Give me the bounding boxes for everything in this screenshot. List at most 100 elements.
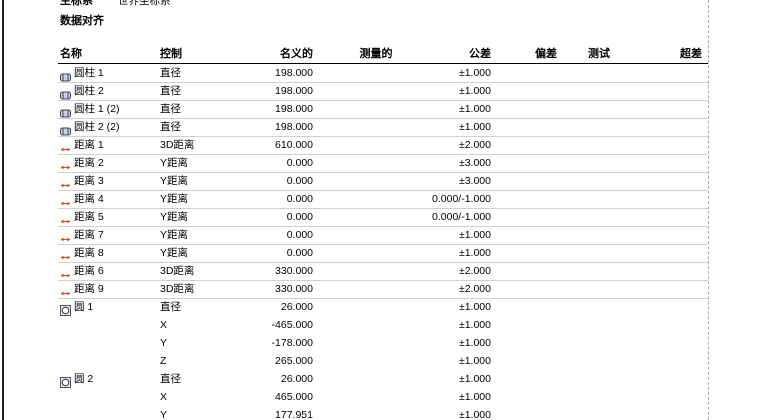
row-nominal: 198.000 bbox=[275, 67, 313, 79]
row-name: 距离 5 bbox=[74, 211, 104, 223]
row-tolerance: ±1.000 bbox=[458, 319, 491, 331]
row-icon bbox=[60, 303, 71, 316]
row-icon bbox=[60, 285, 71, 296]
row-separator bbox=[58, 154, 708, 155]
row-icon bbox=[60, 375, 71, 388]
row-control: Y距离 bbox=[160, 247, 189, 259]
row-control: 直径 bbox=[160, 85, 181, 97]
row-nominal: -465.000 bbox=[271, 319, 313, 331]
row-icon bbox=[60, 123, 71, 136]
row-control: Y距离 bbox=[160, 229, 189, 241]
row-name: 距离 4 bbox=[74, 193, 104, 205]
row-name: 距离 6 bbox=[74, 265, 104, 277]
row-control: 直径 bbox=[160, 301, 181, 313]
row-nominal: 0.000 bbox=[286, 193, 313, 205]
row-tolerance: ±1.000 bbox=[458, 391, 491, 403]
row-nominal: -178.000 bbox=[271, 337, 313, 349]
row-nominal: 198.000 bbox=[275, 85, 313, 97]
row-separator bbox=[58, 280, 708, 281]
row-tolerance: ±3.000 bbox=[458, 157, 491, 169]
column-header: 偏差 bbox=[535, 48, 557, 60]
row-tolerance: ±3.000 bbox=[458, 175, 491, 187]
row-separator bbox=[58, 262, 708, 263]
row-separator bbox=[58, 190, 708, 191]
row-tolerance: ±1.000 bbox=[458, 337, 491, 349]
column-header: 测量的 bbox=[359, 48, 393, 60]
row-nominal: 330.000 bbox=[275, 283, 313, 295]
row-icon bbox=[60, 195, 71, 206]
row-separator bbox=[58, 82, 708, 83]
coordinate-label: 主标系 bbox=[60, 0, 93, 7]
row-name: 圆柱 1 (2) bbox=[74, 103, 120, 115]
row-tolerance: ±2.000 bbox=[458, 265, 491, 277]
row-control: X bbox=[160, 319, 168, 331]
row-name: 圆 2 bbox=[74, 373, 94, 385]
row-name: 圆柱 1 bbox=[74, 67, 104, 79]
row-name: 距离 8 bbox=[74, 247, 104, 259]
row-control: 直径 bbox=[160, 67, 181, 79]
column-header: 超差 bbox=[680, 48, 702, 60]
row-icon bbox=[60, 159, 71, 170]
section-title: 数据对齐 bbox=[60, 15, 104, 27]
row-name: 距离 3 bbox=[74, 175, 104, 187]
row-control: 直径 bbox=[160, 103, 181, 115]
column-header: 名称 bbox=[60, 48, 82, 60]
row-separator bbox=[58, 226, 708, 227]
row-tolerance: ±2.000 bbox=[458, 283, 491, 295]
row-tolerance: 0.000/-1.000 bbox=[432, 211, 491, 223]
row-icon bbox=[60, 213, 71, 224]
row-name: 圆 1 bbox=[74, 301, 94, 313]
row-nominal: 0.000 bbox=[286, 247, 313, 259]
row-separator bbox=[58, 172, 708, 173]
header-rule bbox=[58, 63, 708, 64]
row-name: 距离 7 bbox=[74, 229, 104, 241]
row-nominal: 26.000 bbox=[280, 373, 313, 385]
row-icon bbox=[60, 267, 71, 278]
row-icon bbox=[60, 105, 71, 118]
row-control: X bbox=[160, 391, 168, 403]
row-nominal: 610.000 bbox=[275, 139, 313, 151]
row-name: 距离 2 bbox=[74, 157, 104, 169]
row-separator bbox=[58, 208, 708, 209]
row-nominal: 0.000 bbox=[286, 175, 313, 187]
row-nominal: 198.000 bbox=[275, 103, 313, 115]
row-icon bbox=[60, 249, 71, 260]
row-nominal: 265.000 bbox=[275, 355, 313, 367]
row-separator bbox=[58, 118, 708, 119]
row-tolerance: ±1.000 bbox=[458, 373, 491, 385]
row-tolerance: ±1.000 bbox=[458, 103, 491, 115]
row-nominal: 465.000 bbox=[275, 391, 313, 403]
row-icon bbox=[60, 177, 71, 188]
row-control: 3D距离 bbox=[160, 139, 195, 151]
row-tolerance: ±1.000 bbox=[458, 301, 491, 313]
row-tolerance: ±2.000 bbox=[458, 139, 491, 151]
column-header: 控制 bbox=[160, 48, 182, 60]
page-edge bbox=[708, 0, 709, 420]
row-nominal: 0.000 bbox=[286, 211, 313, 223]
row-nominal: 177.951 bbox=[275, 409, 313, 420]
row-name: 圆柱 2 bbox=[74, 85, 104, 97]
row-tolerance: ±1.000 bbox=[458, 247, 491, 259]
row-icon bbox=[60, 231, 71, 242]
row-nominal: 26.000 bbox=[280, 301, 313, 313]
row-tolerance: ±1.000 bbox=[458, 409, 491, 420]
row-control: Y距离 bbox=[160, 175, 189, 187]
row-icon bbox=[60, 87, 71, 100]
row-icon bbox=[60, 69, 71, 82]
row-control: Y距离 bbox=[160, 193, 189, 205]
coordinate-value: 世界坐标系 bbox=[118, 0, 171, 7]
row-icon bbox=[60, 141, 71, 152]
row-name: 距离 9 bbox=[74, 283, 104, 295]
row-control: 直径 bbox=[160, 373, 181, 385]
row-control: Y bbox=[160, 337, 168, 349]
row-tolerance: ±1.000 bbox=[458, 355, 491, 367]
column-header: 公差 bbox=[469, 48, 491, 60]
row-control: 3D距离 bbox=[160, 283, 195, 295]
row-separator bbox=[58, 100, 708, 101]
row-tolerance: ±1.000 bbox=[458, 67, 491, 79]
row-nominal: 0.000 bbox=[286, 157, 313, 169]
row-control: Y bbox=[160, 409, 168, 420]
left-border bbox=[2, 0, 4, 420]
row-control: 直径 bbox=[160, 121, 181, 133]
